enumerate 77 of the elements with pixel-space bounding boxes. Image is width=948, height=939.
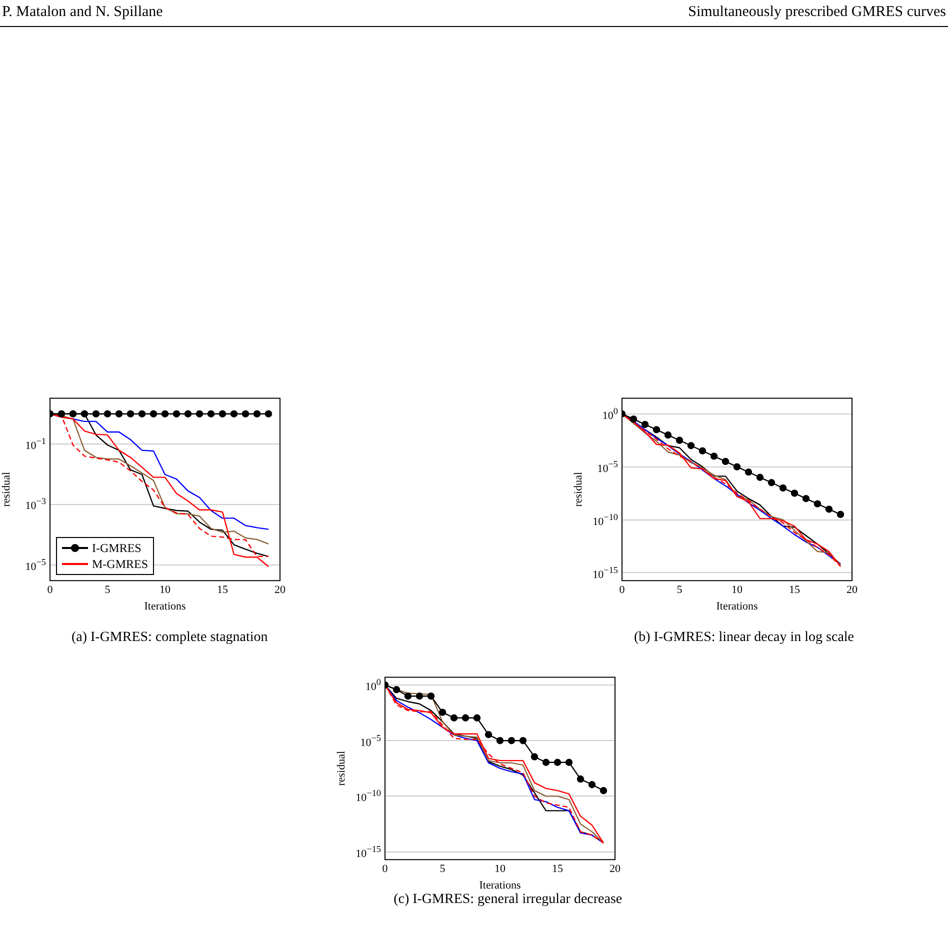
point: [392, 686, 400, 694]
point: [565, 758, 573, 766]
x-tick-label: 0: [47, 584, 54, 596]
text: (a) I-GMRES: complete stagnation: [71, 630, 268, 646]
x-tick-label: 5: [676, 584, 683, 596]
point: [484, 730, 492, 738]
x-tick-label: 15: [789, 584, 800, 596]
point: [710, 452, 718, 460]
x-tick-label: 10: [160, 584, 171, 596]
point: [768, 479, 776, 486]
y-tick-label: 10$^{−5}$: [360, 732, 381, 748]
y-tick-label: 10$^{−5}$: [25, 556, 46, 573]
point: [600, 786, 608, 794]
point: [530, 753, 538, 760]
point: [744, 468, 752, 476]
point: [687, 442, 695, 450]
point: [722, 458, 730, 466]
point: [641, 420, 649, 428]
point: [542, 758, 550, 766]
point: [802, 494, 810, 502]
x-axis-title: Iterations: [716, 600, 758, 612]
x-tick-label: 0: [382, 863, 388, 876]
y-tick-label: 10$^{−3}$: [25, 496, 46, 512]
x-tick-label: 20: [846, 584, 858, 596]
point: [814, 500, 822, 508]
point: [496, 736, 504, 744]
y-tick-label: 10$^{−15}$: [356, 844, 381, 860]
point: [554, 758, 562, 766]
x-tick-label: 5: [440, 863, 446, 876]
point: [836, 510, 844, 518]
y-tick-label: 10$^{−10}$: [592, 512, 618, 528]
y-tick-label: 10$^{−15}$: [592, 564, 618, 581]
y-axis-title: residual: [0, 472, 12, 507]
point: [676, 436, 684, 444]
point: [698, 447, 706, 454]
text: P. Matalon and N. Spillane: [2, 4, 163, 21]
point: [416, 692, 424, 700]
x-tick-label: 15: [552, 863, 564, 876]
x-axis-title: Iterations: [479, 879, 521, 892]
point: [825, 506, 833, 513]
point: [450, 714, 458, 722]
point: [588, 781, 596, 788]
x-axis-title: Iterations: [144, 600, 186, 612]
legend-label: M-GMRES: [92, 556, 148, 572]
x-tick-label: 10: [494, 863, 506, 876]
x-tick-label: 20: [610, 863, 621, 876]
y-tick-label: 10$^{−10}$: [356, 788, 381, 804]
point: [576, 775, 584, 783]
point: [664, 431, 672, 439]
y-tick-label: 10$^{0}$: [602, 406, 618, 422]
x-tick-label: 5: [104, 584, 111, 596]
point: [630, 415, 638, 423]
point: [508, 736, 516, 744]
point: [462, 714, 470, 722]
point: [519, 736, 527, 744]
text: (b) I-GMRES: linear decay in log scale: [634, 630, 854, 646]
point: [756, 474, 764, 481]
point: [652, 426, 660, 434]
y-axis-title: residual: [335, 750, 348, 786]
y-tick-label: 10$^{−5}$: [597, 458, 618, 475]
text: (c) I-GMRES: general irregular decrease: [394, 892, 622, 908]
y-axis-title: residual: [572, 472, 584, 507]
point: [473, 714, 481, 722]
point: [790, 490, 798, 497]
point: [779, 484, 787, 492]
point: [427, 692, 435, 700]
x-tick-label: 10: [732, 584, 743, 596]
y-tick-label: 10$^{−1}$: [25, 436, 46, 452]
x-tick-label: 20: [274, 584, 286, 596]
point: [733, 463, 741, 470]
y-tick-label: 10$^{0}$: [365, 677, 381, 693]
legend-label: I-GMRES: [92, 540, 142, 556]
x-tick-label: 15: [217, 584, 228, 596]
point: [404, 692, 412, 700]
x-tick-label: 0: [619, 584, 626, 596]
point: [438, 708, 446, 716]
text: Simultaneously prescribed GMRES curves: [688, 4, 946, 21]
